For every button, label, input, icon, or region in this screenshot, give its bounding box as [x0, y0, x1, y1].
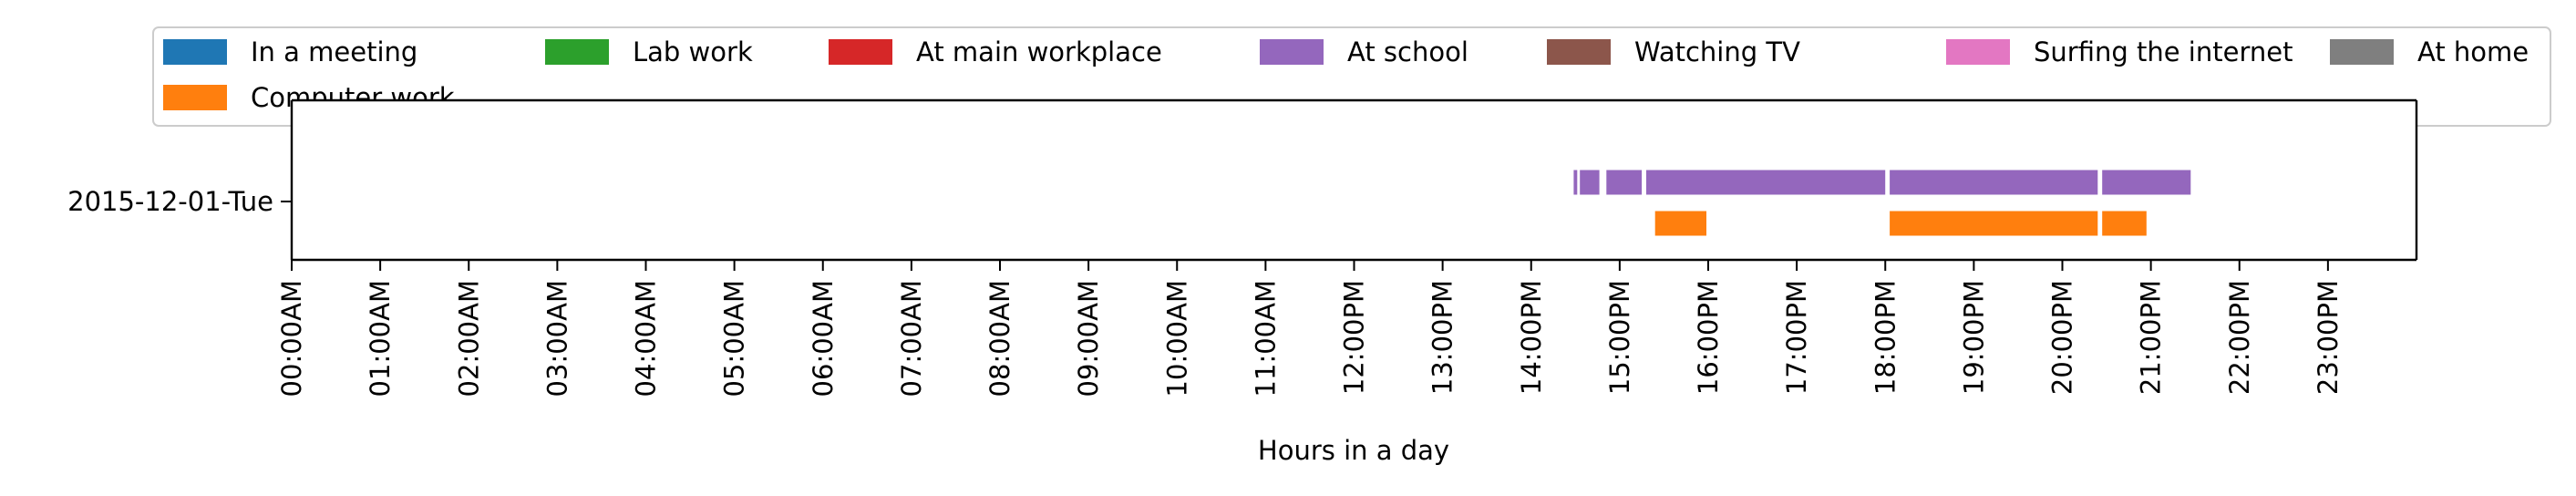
- x-tick-label: 13:00PM: [1427, 280, 1458, 395]
- legend-label: In a meeting: [251, 36, 417, 67]
- x-tick-label: 10:00AM: [1161, 280, 1192, 397]
- bar-at-school: [1573, 170, 1578, 195]
- plot-area: [290, 98, 2418, 262]
- legend-item-at-home: At home: [2330, 36, 2529, 67]
- x-tick-label: 17:00PM: [1781, 280, 1812, 395]
- x-tick-label: 11:00AM: [1250, 280, 1281, 397]
- legend-swatch: [163, 85, 227, 110]
- series-at-school: [1573, 170, 2191, 195]
- bar-computer-work: [1890, 211, 2098, 236]
- x-tick-label: 18:00PM: [1870, 280, 1901, 395]
- y-axis-ticks: 2015-12-01-Tue: [67, 186, 292, 217]
- legend-swatch: [1946, 39, 2010, 65]
- legend-swatch: [1260, 39, 1324, 65]
- legend-swatch: [1547, 39, 1611, 65]
- legend-item-in-a-meeting: In a meeting: [163, 36, 417, 67]
- legend-item-at-school: At school: [1260, 36, 1468, 67]
- legend-label: At main workplace: [916, 36, 1162, 67]
- x-tick-label: 05:00AM: [719, 280, 750, 397]
- plot-background: [292, 100, 2416, 260]
- bar-at-school: [1646, 170, 1886, 195]
- legend-item-watching-tv: Watching TV: [1547, 36, 1800, 67]
- x-tick-label: 06:00AM: [808, 280, 839, 397]
- x-axis-ticks: 00:00AM 01:00AM 02:00AM 03:00AM 04:00AM 05:00…: [276, 260, 2344, 397]
- bar-computer-work: [2102, 211, 2147, 236]
- x-tick-label: 21:00PM: [2136, 280, 2167, 395]
- x-tick-label: 23:00PM: [2313, 280, 2344, 395]
- legend-label: At home: [2417, 36, 2529, 67]
- x-tick-label: 20:00PM: [2047, 280, 2078, 395]
- x-axis-label: Hours in a day: [1258, 435, 1449, 466]
- bar-at-school: [1606, 170, 1643, 195]
- legend-item-at-main-workplace: At main workplace: [829, 36, 1162, 67]
- x-tick-label: 19:00PM: [1958, 280, 1989, 395]
- y-tick-label: 2015-12-01-Tue: [67, 186, 273, 217]
- legend-label: Surfing the internet: [2034, 36, 2293, 67]
- legend-swatch: [2330, 39, 2394, 65]
- x-tick-label: 03:00AM: [541, 280, 572, 397]
- legend-swatch: [163, 39, 227, 65]
- bar-computer-work: [1654, 211, 1706, 236]
- x-tick-label: 22:00PM: [2224, 280, 2255, 395]
- bar-at-school: [1580, 170, 1600, 195]
- series-computer-work: [1654, 211, 2147, 236]
- x-tick-label: 07:00AM: [896, 280, 927, 397]
- x-tick-label: 08:00AM: [984, 280, 1015, 397]
- legend-item-lab-work: Lab work: [545, 36, 753, 67]
- x-tick-label: 02:00AM: [453, 280, 484, 397]
- legend-label: Lab work: [633, 36, 753, 67]
- x-tick-label: 01:00AM: [365, 280, 396, 397]
- legend-swatch: [829, 39, 892, 65]
- x-tick-label: 09:00AM: [1073, 280, 1104, 397]
- x-tick-label: 04:00AM: [631, 280, 662, 397]
- legend-swatch: [545, 39, 609, 65]
- x-tick-label: 15:00PM: [1604, 280, 1635, 395]
- bar-at-school: [2102, 170, 2191, 195]
- x-tick-label: 00:00AM: [276, 280, 307, 397]
- x-tick-label: 16:00PM: [1693, 280, 1724, 395]
- legend-item-surfing-the-internet: Surfing the internet: [1946, 36, 2293, 67]
- legend-label: At school: [1347, 36, 1468, 67]
- x-tick-label: 14:00PM: [1516, 280, 1547, 395]
- legend-label: Watching TV: [1634, 36, 1800, 67]
- x-tick-label: 12:00PM: [1339, 280, 1370, 395]
- bar-at-school: [1890, 170, 2098, 195]
